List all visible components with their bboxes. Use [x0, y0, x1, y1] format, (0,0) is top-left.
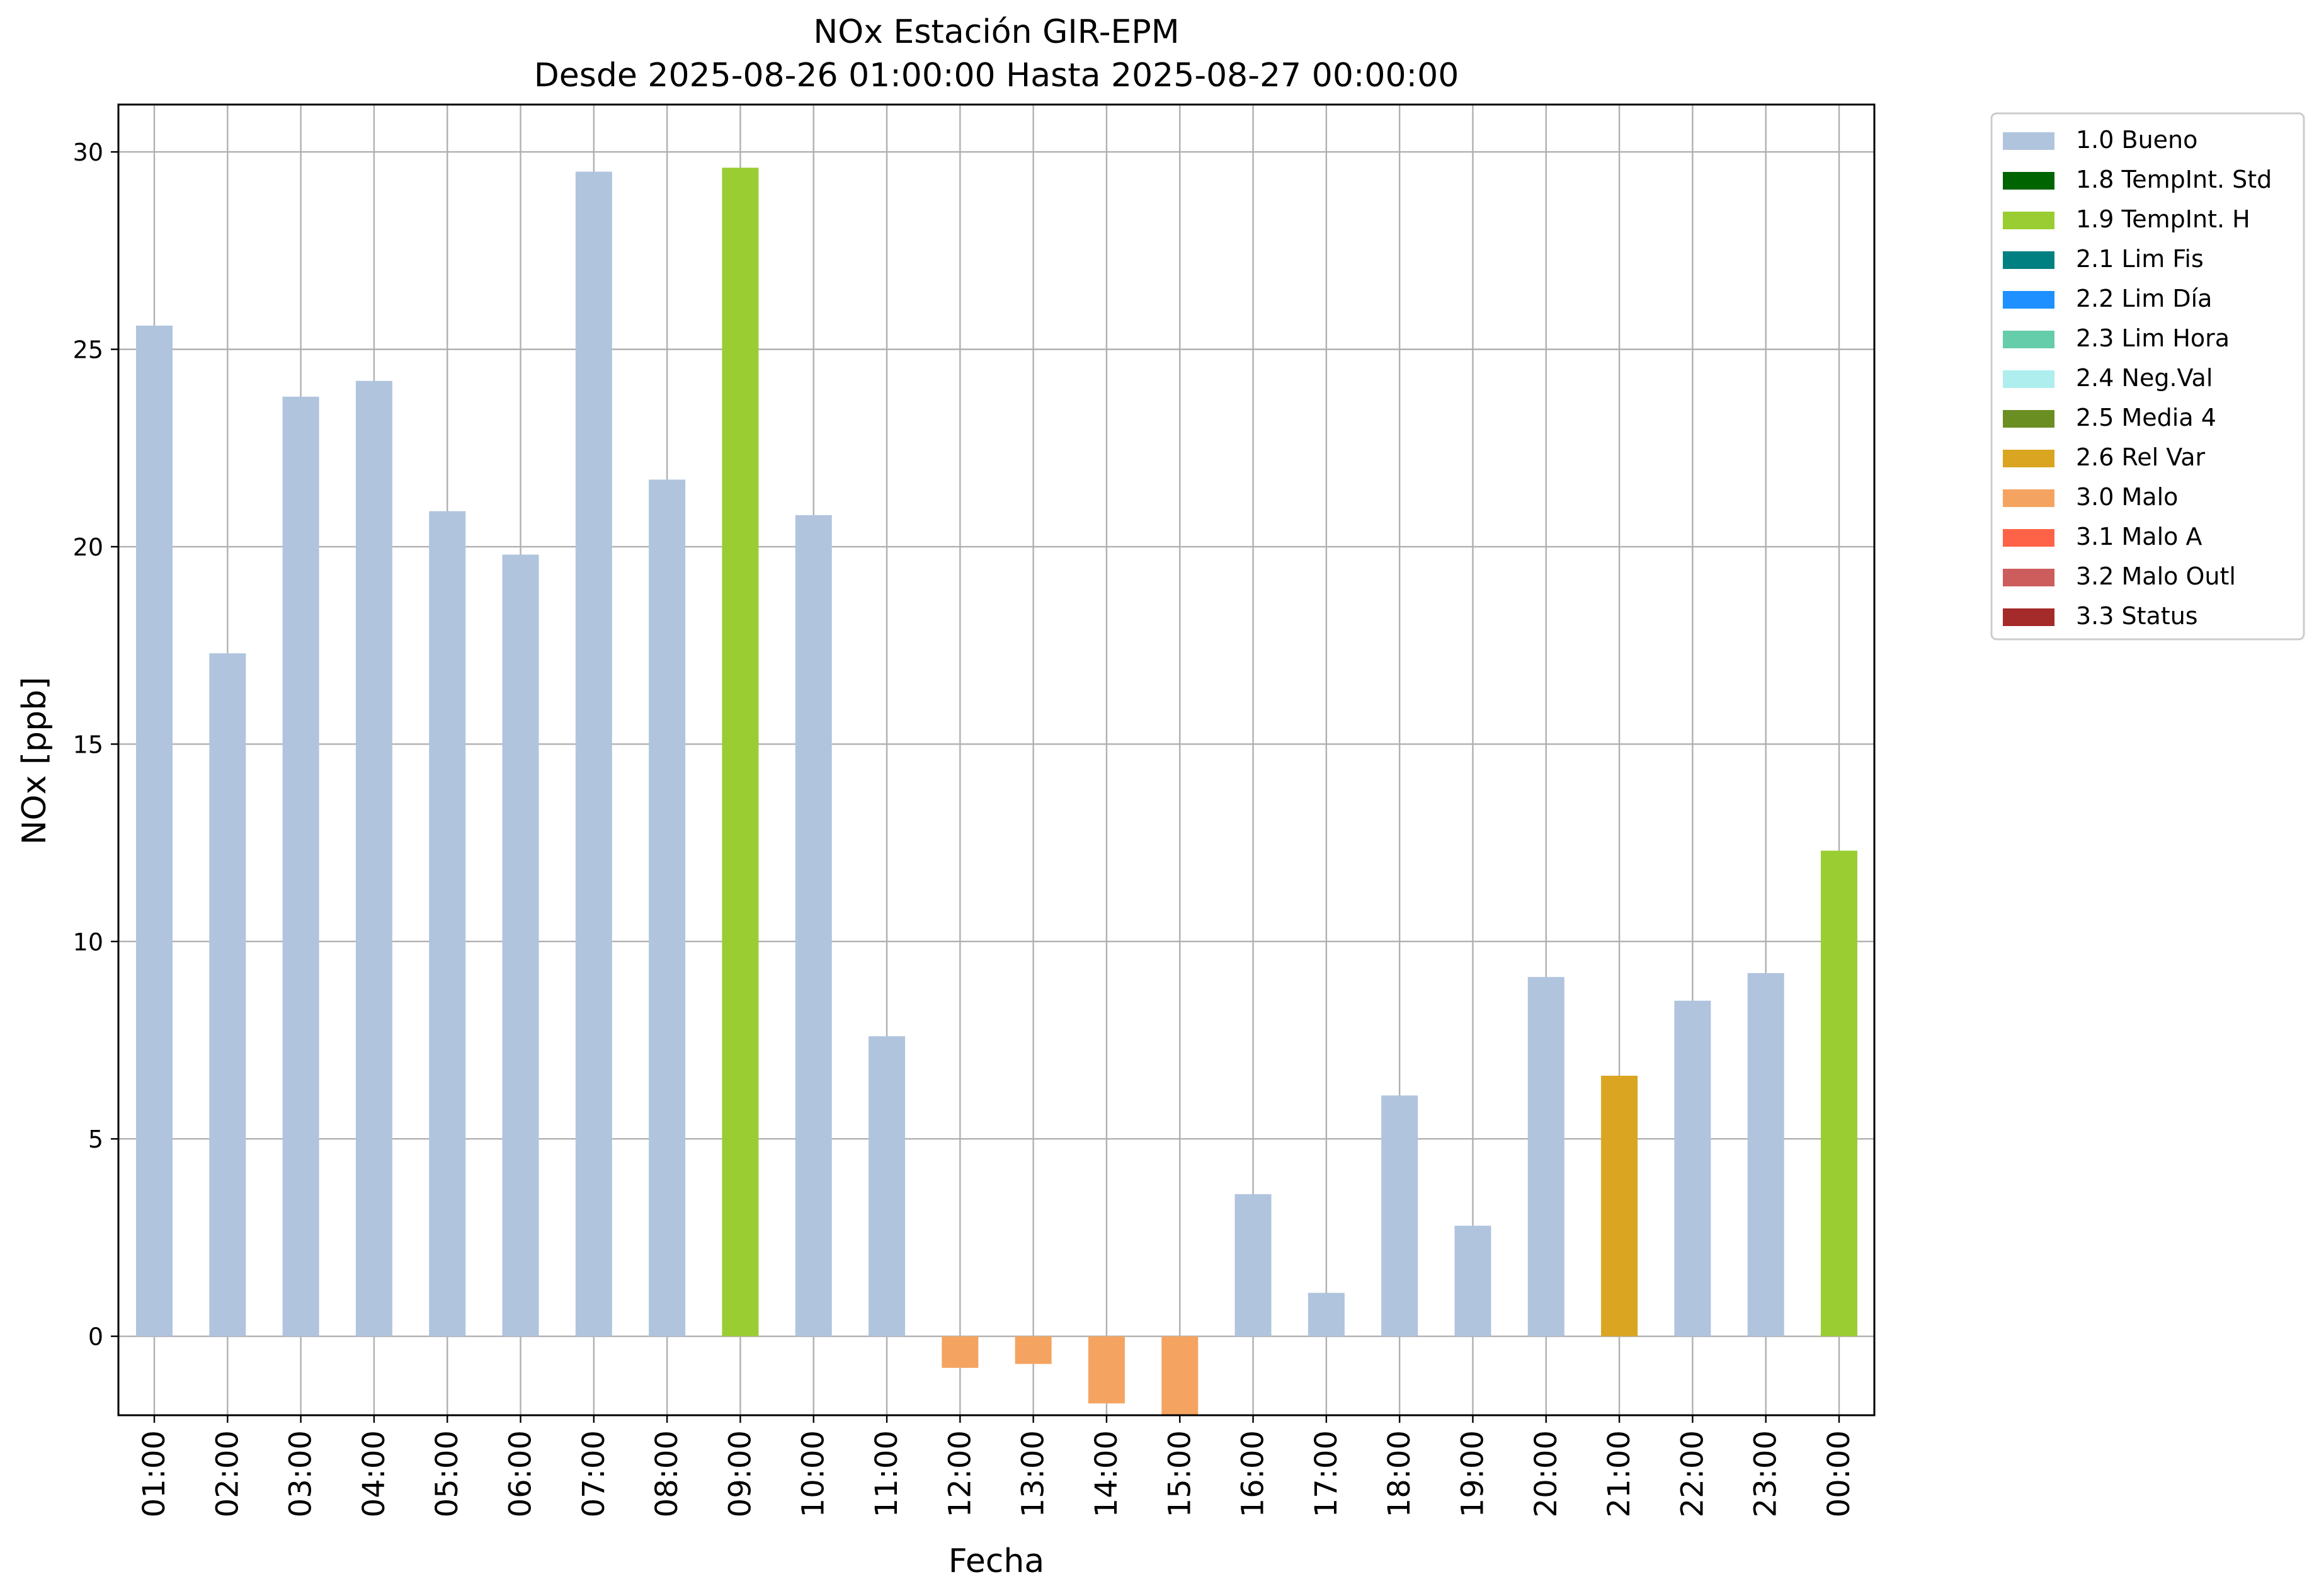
plot-frame: [117, 103, 1876, 1416]
legend-frame: [1990, 112, 2305, 641]
legend-label: 3.3 Status: [2076, 602, 2198, 630]
y-tick-label: 0: [88, 1323, 103, 1351]
legend-label: 1.9 TempInt. H: [2076, 205, 2250, 233]
y-axis-ticks: 0 5 10 15 20 25 30: [73, 139, 118, 1351]
legend-swatch: [2003, 291, 2054, 309]
legend-label: 2.6 Rel Var: [2076, 443, 2206, 471]
y-tick-label: 5: [88, 1126, 103, 1153]
x-tick-label: 18:00: [1382, 1430, 1417, 1517]
bar-0400: [355, 380, 392, 1337]
x-tick-label: 21:00: [1602, 1430, 1637, 1517]
legend-swatch: [2003, 410, 2054, 428]
x-tick-label: 02:00: [210, 1430, 245, 1517]
y-tick-label: 30: [73, 139, 103, 166]
x-tick-label: 10:00: [796, 1430, 831, 1517]
x-axis-ticks: 01:00 02:00 03:00 04:00 05:00 06:00 07:00 08:00…: [137, 1415, 1857, 1517]
x-tick-label: 13:00: [1016, 1430, 1051, 1517]
legend-label: 3.2 Malo Outl: [2076, 562, 2236, 590]
bar-0200: [209, 653, 246, 1337]
bar-0000: [1821, 850, 1857, 1337]
bar-0100: [136, 326, 173, 1337]
bar-2100: [1601, 1075, 1638, 1337]
legend-swatch: [2003, 172, 2054, 190]
x-tick-label: 08:00: [649, 1430, 685, 1517]
bar-0700: [575, 171, 612, 1337]
legend-label: 2.5 Media 4: [2076, 404, 2216, 431]
legend-swatch: [2003, 569, 2054, 586]
chart-subtitle: Desde 2025-08-26 01:00:00 Hasta 2025-08-…: [534, 57, 1459, 94]
x-tick-label: 19:00: [1455, 1430, 1490, 1517]
legend: 1.0 Bueno 1.8 TempInt. Std 1.9 TempInt. H 2…: [1990, 112, 2305, 641]
legend-label: 1.0 Bueno: [2076, 126, 2197, 154]
bar-1500: [1161, 1336, 1199, 1415]
x-tick-label: 23:00: [1748, 1430, 1784, 1517]
bar-1200: [942, 1336, 979, 1368]
x-tick-label: 04:00: [356, 1430, 392, 1517]
legend-label: 2.4 Neg.Val: [2076, 364, 2213, 392]
y-axis-label: NOx [ppb]: [16, 677, 54, 845]
bar-1600: [1234, 1194, 1272, 1337]
y-tick-label: 10: [73, 928, 103, 956]
legend-label: 3.0 Malo: [2076, 483, 2178, 511]
legend-label: 2.3 Lim Hora: [2076, 324, 2230, 352]
y-tick-label: 15: [73, 731, 103, 758]
legend-swatch: [2003, 212, 2054, 229]
legend-label: 3.1 Malo A: [2076, 523, 2202, 550]
bar-0500: [429, 511, 466, 1337]
chart-title: NOx Estación GIR-EPM: [813, 13, 1179, 51]
bar-1400: [1088, 1336, 1125, 1404]
legend-swatch: [2003, 132, 2054, 150]
x-tick-label: 12:00: [942, 1430, 977, 1517]
x-tick-label: 06:00: [503, 1430, 538, 1517]
x-tick-label: 15:00: [1162, 1430, 1197, 1517]
bar-1100: [869, 1036, 906, 1337]
x-tick-label: 17:00: [1309, 1430, 1344, 1517]
legend-label: 2.1 Lim Fis: [2076, 245, 2204, 273]
x-tick-label: 09:00: [722, 1430, 758, 1517]
x-tick-label: 00:00: [1821, 1430, 1857, 1517]
x-tick-label: 14:00: [1089, 1430, 1124, 1517]
x-tick-label: 22:00: [1675, 1430, 1710, 1517]
legend-label: 1.8 TempInt. Std: [2076, 166, 2272, 193]
bar-2000: [1527, 977, 1564, 1337]
x-tick-label: 05:00: [430, 1430, 465, 1517]
x-tick-label: 16:00: [1236, 1430, 1271, 1517]
bar-0800: [649, 479, 686, 1337]
bar-1700: [1308, 1292, 1345, 1337]
legend-swatch: [2003, 251, 2054, 269]
x-tick-label: 01:00: [137, 1430, 172, 1517]
bar-1800: [1381, 1095, 1418, 1337]
legend-swatch: [2003, 489, 2054, 507]
bar-1900: [1454, 1226, 1491, 1337]
bar-2200: [1674, 1000, 1711, 1337]
legend-label: 2.2 Lim Día: [2076, 285, 2212, 312]
bar-0300: [282, 396, 319, 1337]
bar-0600: [502, 554, 539, 1337]
y-tick-label: 20: [73, 533, 103, 561]
bars: [136, 168, 1857, 1415]
bar-2300: [1747, 972, 1784, 1337]
legend-swatch: [2003, 331, 2054, 348]
bar-1300: [1015, 1336, 1052, 1364]
x-tick-label: 07:00: [576, 1430, 612, 1517]
y-tick-label: 25: [73, 336, 103, 364]
bar-0900: [722, 168, 759, 1337]
x-tick-label: 03:00: [283, 1430, 319, 1517]
legend-swatch: [2003, 608, 2054, 626]
bar-1000: [795, 515, 832, 1337]
x-tick-label: 11:00: [869, 1430, 904, 1517]
legend-swatch: [2003, 370, 2054, 388]
legend-swatch: [2003, 529, 2054, 547]
x-axis-label: Fecha: [949, 1542, 1044, 1580]
x-tick-label: 20:00: [1529, 1430, 1564, 1517]
legend-swatch: [2003, 450, 2054, 467]
